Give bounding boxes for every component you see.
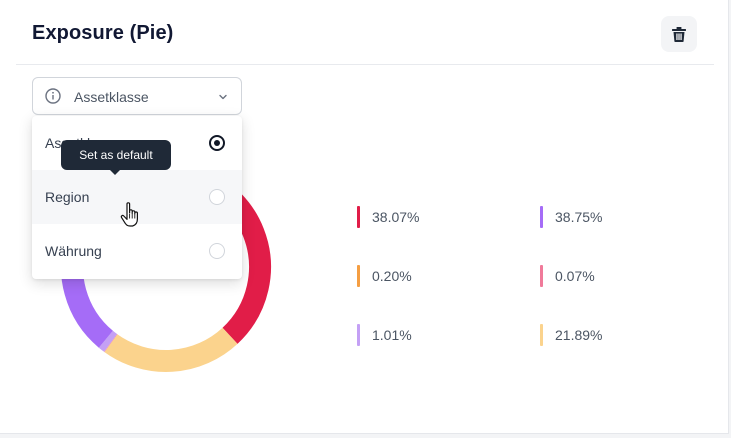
legend-percent: 21.89% bbox=[555, 327, 603, 343]
trash-icon bbox=[672, 26, 686, 42]
donut-slice[interactable] bbox=[104, 327, 238, 372]
hand-cursor-icon bbox=[120, 202, 138, 227]
card-title: Exposure (Pie) bbox=[32, 22, 174, 44]
tooltip-arrow bbox=[109, 169, 121, 175]
legend-percent: 38.75% bbox=[555, 209, 603, 225]
legend-percent: 1.01% bbox=[372, 327, 412, 343]
legend-color-bar bbox=[540, 206, 543, 228]
legend-color-bar bbox=[540, 265, 543, 287]
delete-button[interactable] bbox=[661, 16, 697, 52]
option-label: Region bbox=[45, 189, 90, 205]
grouping-select[interactable]: Assetklasse bbox=[32, 77, 242, 115]
legend-percent: 38.07% bbox=[372, 209, 420, 225]
radio-unselected[interactable] bbox=[209, 243, 225, 259]
info-icon bbox=[45, 88, 61, 104]
radio-selected[interactable] bbox=[209, 135, 225, 151]
legend-color-bar bbox=[357, 206, 360, 228]
tooltip: Set as default bbox=[61, 140, 171, 170]
legend-color-bar bbox=[357, 324, 360, 346]
option-waehrung[interactable]: Währung bbox=[32, 224, 242, 278]
radio-unselected[interactable] bbox=[209, 189, 225, 205]
donut-slice[interactable] bbox=[98, 330, 118, 352]
legend-color-bar bbox=[540, 324, 543, 346]
select-value: Assetklasse bbox=[74, 89, 149, 105]
legend-color-bar bbox=[357, 265, 360, 287]
option-label: Währung bbox=[45, 243, 102, 259]
chevron-down-icon bbox=[219, 94, 227, 100]
legend-percent: 0.20% bbox=[372, 268, 412, 284]
legend-percent: 0.07% bbox=[555, 268, 595, 284]
header-divider bbox=[16, 64, 714, 65]
